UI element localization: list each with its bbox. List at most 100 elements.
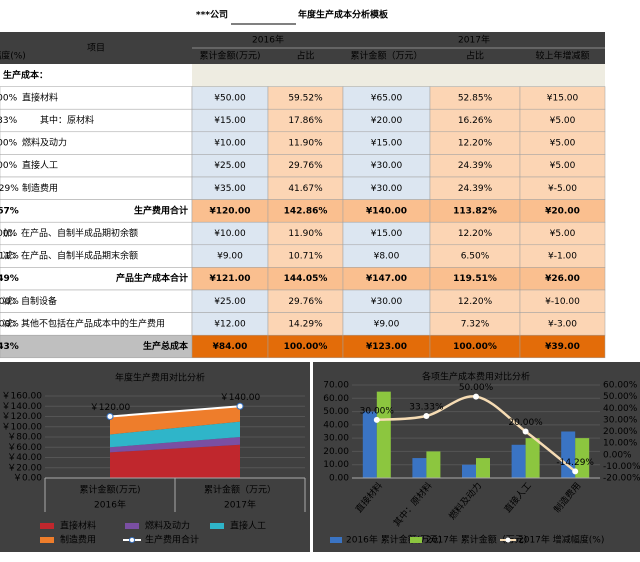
cell-value: ¥30.00 (371, 297, 403, 307)
cell-value: -11.11% (0, 252, 19, 262)
legend-swatch (210, 523, 224, 529)
cell-value: ¥15.00 (371, 229, 403, 239)
cell-value: 46.43% (0, 342, 19, 352)
line-marker (106, 413, 114, 420)
row-label: 减：其他不包括在产品成本中的生产费用 (3, 317, 165, 329)
cell-value: 24.39% (458, 184, 493, 194)
cell-value: ¥8.00 (374, 252, 400, 262)
cell-value: ¥30.00 (371, 161, 403, 171)
cell-value: 16.26% (458, 116, 493, 126)
cell-value: ¥15.00 (371, 139, 403, 149)
cell-value: ¥12.00 (214, 319, 246, 329)
cell-value: 30.00% (0, 93, 18, 103)
legend-label: 直接人工 (230, 520, 266, 532)
legend-label: 制造费用 (60, 534, 96, 546)
cell-value: ¥25.00 (214, 161, 246, 171)
row-label: 生产总成本 (143, 340, 189, 352)
y2-tick-label: 20.00% (603, 427, 638, 437)
cell-value: 16.67% (0, 206, 19, 216)
y-tick-label: ￥0.00 (13, 474, 42, 484)
cell-value: ¥15.00 (214, 116, 246, 126)
y-tick-label: 10.00 (323, 460, 349, 470)
data-label: -14.29% (556, 458, 594, 468)
y2-tick-label: 0.00% (603, 450, 632, 460)
y2-tick-label: -10.00% (603, 462, 640, 472)
row-label: 产品生产成本合计 (116, 272, 188, 284)
data-label: 30.00% (360, 406, 395, 416)
bar (476, 458, 490, 478)
header-cell: 较上年增减额 (535, 50, 589, 62)
cell-value: 113.82% (453, 206, 497, 216)
cell-value: 144.05% (284, 274, 328, 284)
y2-tick-label: 60.00% (603, 381, 638, 391)
cell-value: 6.50% (461, 252, 490, 262)
cell-value: 7.32% (461, 319, 490, 329)
row-label: 其中：原材料 (40, 114, 94, 126)
cell-value: 21.49% (0, 274, 19, 284)
title: 年度生产成本分析模板 (298, 9, 389, 21)
row-label: 减：自制设备 (3, 295, 57, 307)
y-tick-label: ￥100.00 (2, 422, 43, 432)
cell-value: ¥39.00 (545, 342, 580, 352)
chart-title: 年度生产费用对比分析 (115, 372, 205, 384)
legend-swatch (129, 537, 135, 543)
y-tick-label: ￥160.00 (2, 392, 43, 402)
y-tick-label: 60.00 (323, 394, 349, 404)
data-label: ￥120.00 (90, 403, 131, 413)
bar (525, 438, 540, 478)
header-cell: 占比 (296, 50, 314, 62)
row-label: 加：在产品、自制半成品期初余额 (3, 227, 138, 239)
header-cell: 项目 (87, 43, 105, 54)
row-label: 减：在产品、自制半成品期末余额 (3, 250, 138, 262)
cell-value: 10.71% (288, 252, 323, 262)
header-cell: 累计金额（万元） (350, 50, 422, 62)
bar (462, 464, 476, 478)
y2-tick-label: 40.00% (603, 404, 638, 414)
cell-value: 17.86% (288, 116, 323, 126)
title: ***公司 (196, 10, 228, 21)
cell-value: 14.29% (288, 319, 323, 329)
x-group-label: 2017年 (224, 499, 256, 511)
y-tick-label: ￥80.00 (7, 433, 42, 443)
cell-value: 142.86% (284, 206, 328, 216)
bar (561, 431, 576, 478)
cell-value: ¥30.00 (371, 184, 403, 194)
cell-value: 50.00% (0, 139, 18, 149)
cell-value: 12.20% (458, 139, 493, 149)
data-label: ￥140.00 (220, 393, 261, 403)
cell-value: ¥20.00 (371, 116, 403, 126)
y-tick-label: 70.00 (323, 381, 349, 391)
cell-value: ¥123.00 (366, 342, 407, 352)
header-cell: 累计金额(万元) (199, 50, 260, 62)
cell-value: 100.00% (284, 342, 328, 352)
cell-value: ¥9.00 (217, 252, 243, 262)
bar (575, 438, 590, 478)
row-label: 生产费用合计 (134, 204, 188, 216)
cell-value: ¥9.00 (374, 319, 400, 329)
line-marker (522, 428, 529, 435)
data-label: 20.00% (508, 418, 543, 428)
cell-value: -14.29% (0, 184, 19, 194)
bar (362, 411, 377, 478)
cell-value: ¥65.00 (371, 93, 403, 103)
cell (0, 108, 193, 133)
legend-swatch (40, 537, 54, 543)
cell-value: ¥147.00 (366, 274, 407, 284)
y-tick-label: 0.00 (329, 474, 349, 484)
row-label: 直接人工 (22, 159, 58, 171)
x-group-label: 2016年 (94, 499, 126, 511)
cell-value: ¥120.00 (210, 206, 251, 216)
cell-value: ¥26.00 (545, 274, 580, 284)
chart-title: 各项生产成本费用对比分析 (422, 371, 530, 383)
cell-value: ¥140.00 (366, 206, 407, 216)
legend-swatch (125, 523, 139, 529)
section-label: 生产成本： (3, 69, 48, 81)
cell-value: 12.20% (458, 297, 493, 307)
y-tick-label: ￥120.00 (2, 412, 43, 422)
cell-value: ¥-10.00 (545, 297, 580, 307)
cell-value: ¥-5.00 (548, 184, 577, 194)
cell-value: 50.00% (0, 229, 18, 239)
y-tick-label: ￥20.00 (7, 463, 42, 473)
